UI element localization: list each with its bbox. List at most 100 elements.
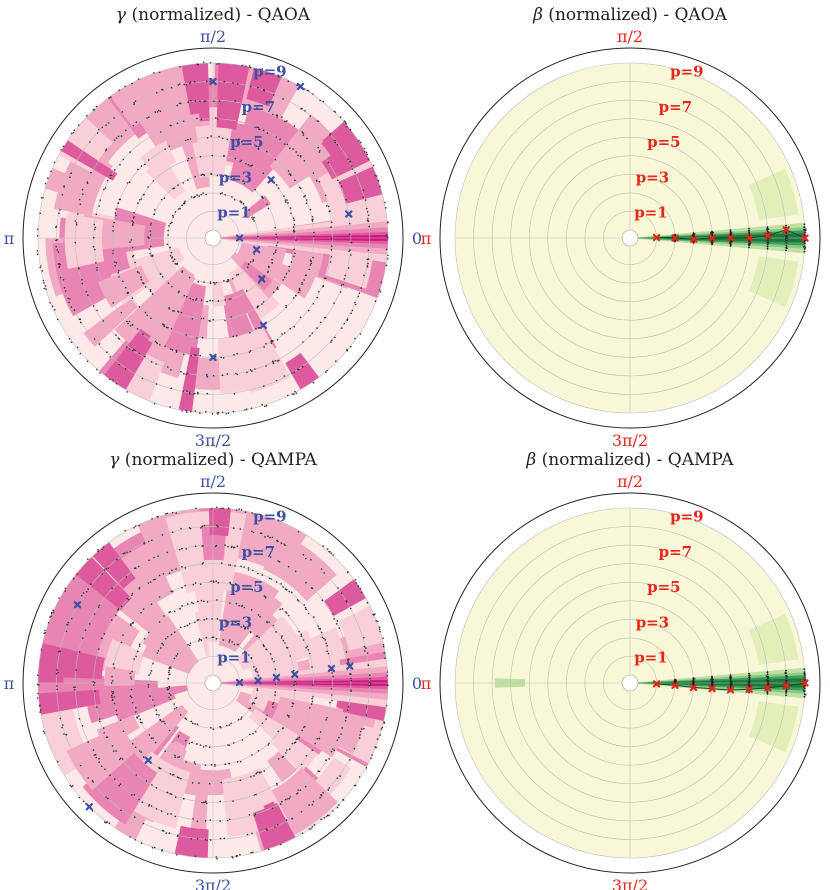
sample-dot bbox=[334, 141, 337, 144]
sample-dot bbox=[81, 594, 83, 597]
sample-dot bbox=[257, 147, 260, 150]
sample-dot bbox=[157, 555, 159, 557]
sample-dot bbox=[236, 761, 239, 763]
sample-dot bbox=[93, 754, 96, 756]
sample-dot bbox=[286, 143, 289, 146]
sample-dot bbox=[231, 545, 233, 548]
sample-dot bbox=[803, 245, 806, 248]
sample-dot bbox=[77, 213, 79, 215]
sample-dot bbox=[348, 233, 351, 235]
sample-dot bbox=[134, 816, 136, 818]
sample-dot bbox=[96, 266, 98, 269]
sample-dot bbox=[216, 63, 218, 65]
sample-dot bbox=[49, 616, 51, 618]
sample-dot bbox=[322, 545, 325, 547]
sample-dot bbox=[185, 761, 187, 763]
sample-dot bbox=[153, 213, 156, 215]
optimum-marker-p3 bbox=[689, 235, 698, 243]
ring-label-p3: p=3 bbox=[219, 613, 253, 631]
sample-dot bbox=[211, 636, 214, 639]
sample-dot bbox=[77, 124, 80, 126]
sample-dot bbox=[386, 233, 388, 236]
sample-dot bbox=[227, 545, 229, 548]
sample-dot bbox=[162, 644, 165, 646]
sample-dot bbox=[233, 177, 235, 180]
sample-dot bbox=[252, 851, 254, 854]
sample-dot bbox=[217, 411, 220, 414]
sample-dot bbox=[212, 581, 215, 583]
sample-dot bbox=[142, 756, 145, 758]
sample-dot bbox=[785, 239, 788, 242]
sample-dot bbox=[185, 334, 187, 336]
sample-dot bbox=[711, 680, 714, 683]
sample-dot bbox=[183, 373, 185, 375]
sample-dot bbox=[291, 372, 293, 374]
sample-dot bbox=[194, 582, 197, 584]
sample-dot bbox=[255, 145, 258, 147]
sample-dot bbox=[188, 527, 191, 529]
sample-dot bbox=[285, 306, 287, 309]
sample-dot bbox=[210, 508, 213, 510]
sample-dot bbox=[188, 276, 191, 279]
sample-dot bbox=[306, 199, 308, 201]
sample-dot bbox=[140, 165, 143, 167]
sample-dot bbox=[64, 587, 67, 590]
sample-dot bbox=[169, 698, 172, 701]
sample-dot bbox=[253, 549, 256, 551]
sample-dot bbox=[211, 618, 213, 620]
sample-dot bbox=[729, 240, 732, 243]
sample-dot bbox=[87, 588, 89, 590]
sample-dot bbox=[194, 175, 196, 178]
sample-dot bbox=[360, 728, 363, 730]
sample-dot bbox=[94, 226, 97, 229]
optimum-marker-p1 bbox=[235, 678, 244, 687]
ring-label-p9: p=9 bbox=[670, 63, 704, 81]
sample-dot bbox=[155, 709, 158, 711]
sample-dot bbox=[189, 82, 191, 85]
sample-dot bbox=[115, 137, 118, 139]
sample-dot bbox=[237, 138, 240, 141]
sample-dot bbox=[169, 254, 172, 257]
sample-dot bbox=[166, 551, 168, 554]
sample-dot bbox=[748, 229, 750, 232]
sample-dot bbox=[186, 295, 188, 298]
sample-dot bbox=[184, 139, 187, 142]
sample-dot bbox=[138, 715, 140, 717]
sample-dot bbox=[299, 187, 302, 190]
sample-dot bbox=[804, 242, 806, 245]
sample-dot bbox=[196, 391, 199, 394]
sample-dot bbox=[338, 804, 340, 806]
sample-dot bbox=[121, 111, 124, 113]
sample-dot bbox=[117, 202, 119, 204]
sample-dot bbox=[767, 239, 769, 242]
sample-dot bbox=[280, 75, 283, 77]
sample-dot bbox=[131, 324, 134, 326]
sample-dot bbox=[87, 741, 89, 743]
sample-dot bbox=[205, 193, 207, 196]
sample-dot bbox=[202, 544, 204, 547]
sample-dot bbox=[223, 280, 225, 282]
sample-dot bbox=[126, 391, 128, 393]
sample-dot bbox=[140, 842, 143, 844]
sample-dot bbox=[286, 714, 289, 716]
sample-dot bbox=[312, 302, 315, 305]
sample-dot bbox=[282, 98, 284, 100]
sample-dot bbox=[310, 558, 312, 561]
sample-dot bbox=[302, 553, 305, 556]
sample-dot bbox=[185, 409, 187, 412]
sample-dot bbox=[180, 714, 182, 716]
sample-dot bbox=[182, 120, 185, 122]
optimum-marker-p4 bbox=[291, 670, 299, 679]
sample-dot bbox=[299, 154, 302, 157]
sample-dot bbox=[254, 669, 256, 671]
sample-dot bbox=[214, 763, 216, 766]
title-text: (normalized) - QAMPA bbox=[119, 450, 317, 470]
sample-dot bbox=[194, 723, 196, 725]
sample-dot bbox=[251, 370, 253, 372]
sample-dot bbox=[310, 587, 313, 589]
sample-dot bbox=[199, 412, 201, 414]
sample-dot bbox=[228, 762, 231, 765]
sample-dot bbox=[92, 305, 95, 307]
sample-dot bbox=[226, 724, 228, 727]
sample-dot bbox=[132, 217, 135, 219]
